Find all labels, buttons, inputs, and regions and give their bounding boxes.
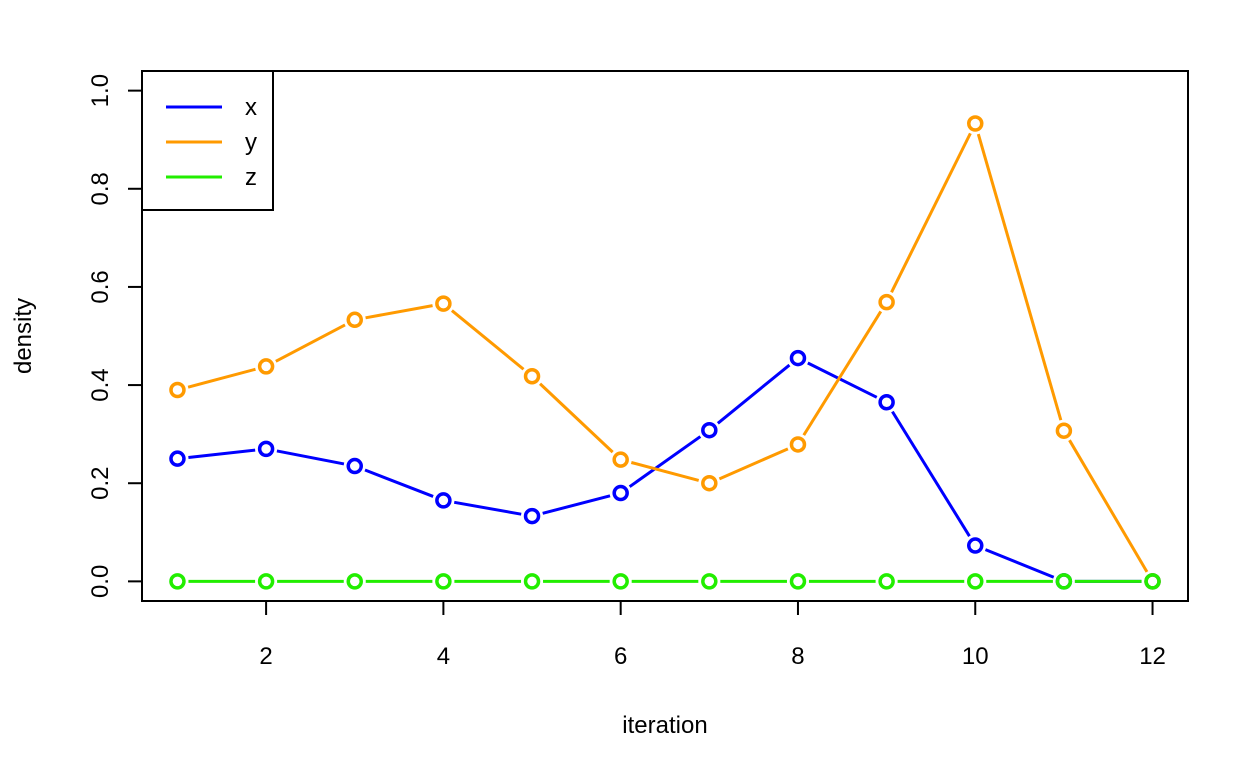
y-tick-label: 0.0 — [87, 565, 114, 598]
series-x-point — [523, 507, 541, 525]
series-z — [169, 573, 1161, 590]
series-z-point — [346, 573, 363, 590]
series-z-point — [435, 573, 452, 590]
series-x-point — [169, 450, 186, 467]
series-y-point — [346, 311, 363, 329]
series-y-point — [612, 451, 629, 468]
x-tick-label: 12 — [1139, 643, 1166, 670]
series-z-point — [1144, 573, 1161, 590]
series-x-point — [701, 421, 718, 439]
series-y-point — [523, 367, 541, 385]
y-tick-label: 0.4 — [87, 368, 114, 401]
y-axis-label: density — [10, 298, 37, 374]
series-z-point — [257, 573, 275, 590]
x-tick-label: 2 — [259, 643, 272, 670]
series-x-point — [612, 484, 629, 502]
legend: xyz — [141, 70, 274, 211]
series-y-segment — [365, 304, 433, 320]
series-x-segment — [188, 448, 256, 459]
series-y-segment — [976, 133, 1063, 421]
y-tick-label: 0.2 — [87, 467, 114, 500]
x-tick-label: 6 — [614, 643, 627, 670]
series-x-segment — [453, 500, 522, 516]
series-z-point — [789, 573, 807, 590]
y-tick-label: 0.6 — [87, 270, 114, 303]
series-y-point — [967, 115, 984, 132]
series-y-point — [789, 436, 807, 453]
series-x-segment — [807, 361, 878, 399]
legend-label-y: y — [245, 129, 257, 156]
series-y-segment — [275, 323, 346, 363]
y-tick-label: 0.8 — [87, 172, 114, 205]
series-z-point — [1055, 573, 1073, 590]
series-y-segment — [718, 447, 789, 481]
series-x-segment — [364, 468, 434, 498]
x-axis-label: iteration — [622, 712, 707, 739]
x-tick-label: 8 — [791, 643, 804, 670]
series-x-segment — [716, 363, 791, 425]
series-y-segment — [630, 461, 700, 482]
series-y-segment — [450, 309, 525, 371]
series-y-point — [1055, 422, 1073, 439]
series-z-point — [701, 573, 718, 590]
legend-box — [141, 70, 274, 211]
series-x-segment — [891, 410, 971, 537]
series-x-point — [257, 440, 275, 458]
series-y-segment — [802, 310, 883, 436]
series-z-point — [967, 573, 984, 590]
series-x-segment — [276, 449, 345, 466]
series-z-point — [878, 573, 895, 590]
plot-frame — [141, 70, 1189, 602]
series-x — [169, 349, 1161, 590]
series-x-point — [967, 537, 984, 554]
axes: 2 4 6 8 10 12 0.0 0.2 0.4 0.6 0.8 1.0 — [87, 74, 1166, 670]
legend-label-x: x — [245, 94, 257, 121]
series-x-segment — [542, 494, 611, 515]
series-z-point — [169, 573, 186, 590]
legend-label-z: z — [245, 164, 257, 191]
series-y-point — [257, 358, 275, 375]
y-tick-label: 1.0 — [87, 74, 114, 107]
series-y-point — [169, 381, 186, 399]
series-z-point — [612, 573, 629, 590]
series-x-segment — [984, 548, 1055, 579]
series-y-segment — [1068, 439, 1149, 573]
series-x-point — [878, 394, 895, 411]
series-x-point — [346, 457, 363, 475]
series-y — [169, 115, 1161, 590]
x-tick-label: 10 — [962, 643, 989, 670]
series-y-point — [435, 295, 452, 312]
series-x-point — [435, 492, 452, 509]
x-tick-label: 4 — [437, 643, 450, 670]
series-x-point — [789, 349, 807, 367]
series-y-segment — [890, 132, 972, 293]
series-z-point — [523, 573, 541, 590]
series-y-point — [701, 474, 718, 492]
series-x-segment — [628, 435, 702, 488]
series-layer — [169, 115, 1161, 590]
series-y-segment — [187, 367, 256, 389]
series-y-point — [878, 293, 895, 311]
series-y-segment — [539, 382, 614, 454]
